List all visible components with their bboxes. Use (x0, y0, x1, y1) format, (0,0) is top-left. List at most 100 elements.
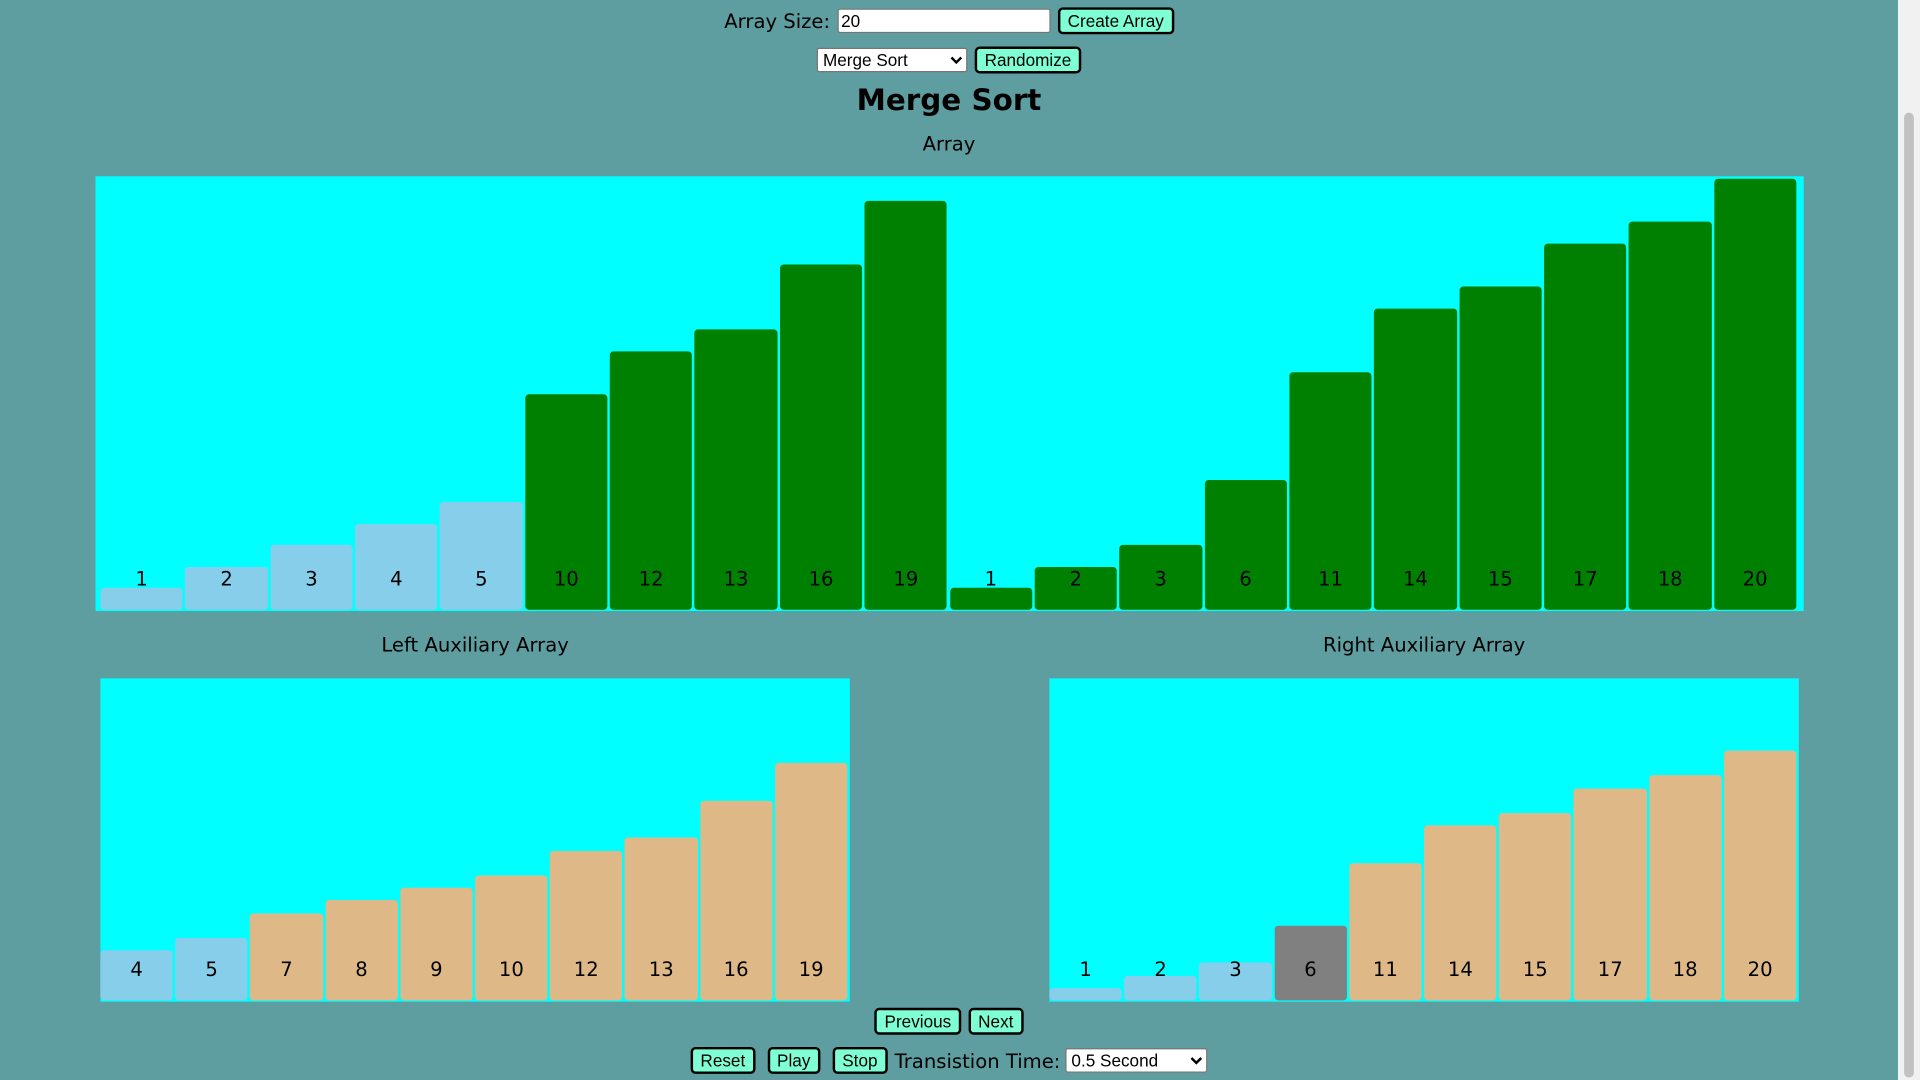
left-aux-bar: 9 (400, 888, 473, 1001)
bar-value-label: 6 (1239, 566, 1252, 591)
right-aux-bar: 20 (1723, 750, 1797, 1001)
bar-value-label: 4 (390, 566, 403, 591)
page-title: Merge Sort (856, 83, 1042, 118)
main-array-bar: 14 (1374, 308, 1457, 610)
transition-time-label: Transistion Time: (894, 1048, 1061, 1073)
bar-value-label: 15 (1487, 566, 1513, 591)
bar-value-label: 18 (1672, 957, 1698, 981)
bar-value-label: 9 (430, 957, 443, 981)
bar-value-label: 17 (1572, 566, 1598, 591)
right-aux-bar: 11 (1349, 863, 1422, 1001)
right-aux-bar: 15 (1499, 813, 1572, 1001)
transition-time-select[interactable]: 0.5 Second (1065, 1048, 1208, 1073)
main-array-bar: 3 (270, 545, 353, 610)
right-aux-bar: 18 (1648, 775, 1722, 1001)
left-aux-caption: Left Auxiliary Array (381, 633, 569, 657)
main-array-panel: 1 2 3 4 5 10 12 13 16 19 1 2 3 6 11 14 15 17 18 20 (95, 176, 1804, 612)
right-aux-panel: 1 2 3 6 11 14 15 17 18 20 (1049, 678, 1799, 1002)
main-array-bar: 3 (1119, 545, 1202, 610)
bar-value-label: 19 (798, 957, 824, 981)
main-array-bar: 2 (185, 566, 268, 610)
bar-value-label: 16 (723, 957, 749, 981)
bar-value-label: 1 (135, 566, 148, 591)
main-array-bar: 17 (1544, 243, 1627, 610)
bar-value-label: 8 (355, 957, 368, 981)
bar-value-label: 20 (1747, 957, 1773, 981)
right-aux-bar: 14 (1424, 825, 1497, 1001)
left-aux-panel: 4 5 7 8 9 10 12 13 16 19 (100, 678, 850, 1002)
left-aux-bar: 16 (699, 800, 773, 1001)
play-button[interactable]: Play (767, 1046, 821, 1074)
algorithm-row: Merge Sort Randomize (0, 46, 1898, 74)
bar-value-label: 5 (475, 566, 488, 591)
array-size-row: Array Size: Create Array (0, 7, 1898, 35)
bar-value-label: 3 (1229, 957, 1242, 981)
array-size-input[interactable] (837, 8, 1051, 34)
main-array-bar: 18 (1628, 221, 1712, 610)
randomize-button[interactable]: Randomize (974, 46, 1082, 74)
main-array-bar: 15 (1459, 286, 1542, 610)
bar-value-label: 16 (808, 566, 834, 591)
main-array-bar: 13 (694, 329, 778, 610)
array-size-label: Array Size: (724, 9, 831, 33)
main-array-bar: 20 (1713, 178, 1797, 610)
array-caption: Array (922, 132, 976, 156)
main-array-bar: 10 (525, 394, 608, 610)
left-aux-bar: 12 (550, 850, 623, 1001)
playback-row: Reset Play Stop Transistion Time: 0.5 Se… (0, 1046, 1898, 1074)
bar-value-label: 2 (1154, 957, 1167, 981)
bar-value-label: 15 (1522, 957, 1548, 981)
bar-value-label: 6 (1304, 957, 1317, 981)
bar-value-label: 3 (305, 566, 318, 591)
left-aux-bar: 5 (175, 937, 248, 1001)
left-aux-bar: 8 (325, 900, 398, 1001)
page-scrollbar[interactable] (1897, 0, 1920, 1080)
bar-value-label: 2 (1069, 566, 1082, 591)
bar-value-label: 5 (205, 957, 218, 981)
bar-value-label: 13 (723, 566, 749, 591)
bar-value-label: 1 (1079, 957, 1092, 981)
main-array-bar: 4 (355, 523, 438, 610)
bar-value-label: 7 (280, 957, 293, 981)
right-aux-bar: 3 (1199, 958, 1272, 1001)
main-array-bar: 12 (609, 351, 693, 610)
right-aux-bar: 17 (1573, 788, 1647, 1001)
scrollbar-thumb[interactable] (1904, 112, 1914, 1078)
left-aux-bar: 4 (100, 950, 173, 1001)
main-array-bar: 6 (1204, 480, 1287, 610)
main-array-bar: 1 (949, 567, 1033, 610)
previous-button[interactable]: Previous (874, 1007, 962, 1035)
next-button[interactable]: Next (968, 1007, 1024, 1035)
algorithm-select[interactable]: Merge Sort (816, 47, 968, 73)
bar-value-label: 11 (1372, 957, 1398, 981)
reset-button[interactable]: Reset (690, 1046, 756, 1074)
bar-value-label: 14 (1402, 566, 1428, 591)
bar-value-label: 17 (1597, 957, 1623, 981)
create-array-button[interactable]: Create Array (1057, 7, 1174, 35)
bar-value-label: 13 (648, 957, 674, 981)
main-array-bar: 11 (1289, 372, 1372, 610)
bar-value-label: 18 (1657, 566, 1683, 591)
left-aux-bar: 13 (624, 838, 698, 1001)
main-array-bar: 2 (1034, 566, 1117, 610)
bar-value-label: 12 (638, 566, 664, 591)
bar-value-label: 10 (553, 566, 579, 591)
stop-button[interactable]: Stop (832, 1046, 888, 1074)
main-array-bar: 5 (440, 502, 523, 610)
left-aux-bar: 19 (774, 763, 848, 1001)
left-aux-bar: 7 (250, 912, 323, 1001)
bar-value-label: 19 (893, 566, 919, 591)
bar-value-label: 4 (130, 957, 143, 981)
bar-value-label: 10 (498, 957, 524, 981)
main-array-bar: 16 (779, 264, 863, 610)
bar-value-label: 12 (573, 957, 599, 981)
bar-value-label: 2 (220, 566, 233, 591)
bar-value-label: 1 (984, 566, 998, 591)
bar-value-label: 3 (1154, 566, 1167, 591)
right-aux-bar: 2 (1124, 958, 1197, 1001)
step-nav-row: Previous Next (0, 1007, 1898, 1035)
right-aux-caption: Right Auxiliary Array (1322, 633, 1526, 657)
bar-value-label: 14 (1447, 957, 1473, 981)
bar-value-label: 11 (1318, 566, 1343, 591)
